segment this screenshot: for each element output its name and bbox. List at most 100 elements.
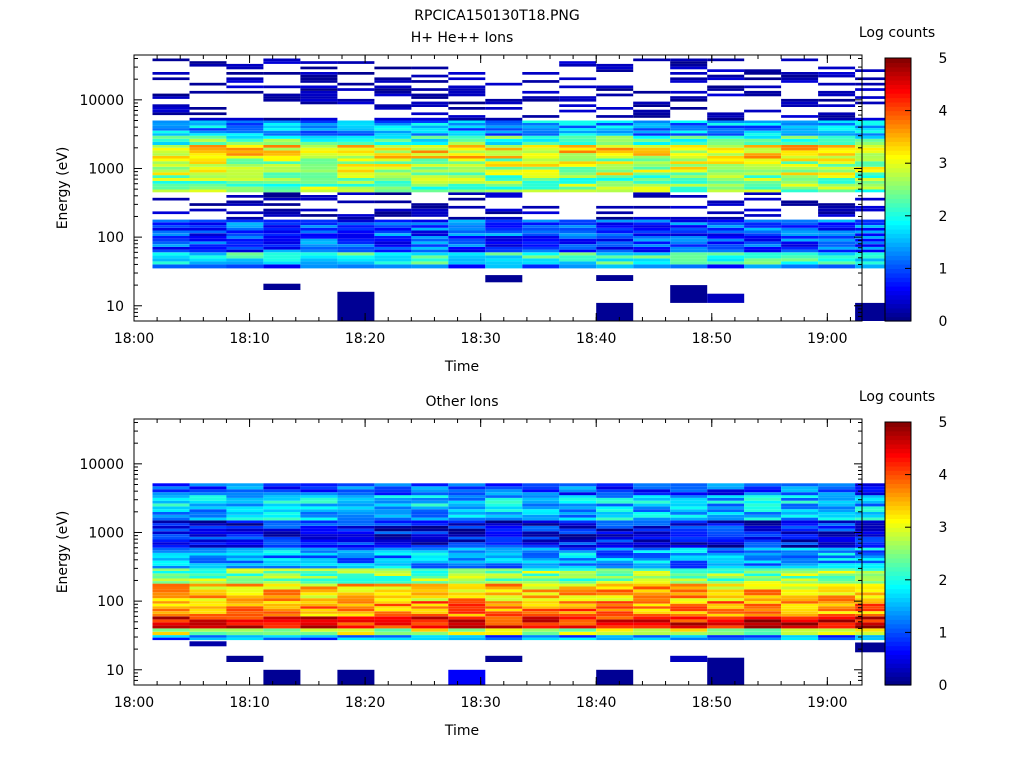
- heatmap-cell: [448, 622, 486, 626]
- colorbar-label: Log counts: [859, 389, 935, 405]
- colorbar-swatch: [885, 316, 911, 322]
- heatmap-cell: [855, 552, 893, 556]
- heatmap-cell: [744, 125, 782, 129]
- heatmap-cell: [226, 520, 264, 524]
- heatmap-cell: [263, 153, 301, 156]
- heatmap-cell: [300, 96, 338, 99]
- heatmap-cell: [448, 252, 486, 256]
- heatmap-cell: [485, 506, 523, 510]
- heatmap-cell: [448, 233, 486, 236]
- heatmap-cell: [411, 608, 449, 612]
- heatmap-cell: [781, 619, 819, 623]
- heatmap-cell: [189, 178, 227, 181]
- heatmap-cell: [670, 613, 708, 617]
- heatmap-cell: [707, 637, 745, 641]
- heatmap-cell: [374, 175, 412, 178]
- heatmap-cell: [300, 227, 338, 231]
- heatmap-cell: [300, 66, 338, 70]
- heatmap-cell: [633, 205, 671, 209]
- heatmap-cell: [152, 506, 190, 510]
- heatmap-cell: [411, 164, 449, 167]
- heatmap-cell: [300, 138, 338, 142]
- heatmap-cell: [818, 178, 856, 181]
- heatmap-cell: [522, 613, 560, 617]
- heatmap-cell: [855, 258, 893, 262]
- heatmap-cell: [818, 598, 856, 602]
- heatmap-cell: [818, 613, 856, 617]
- heatmap-cell: [670, 595, 708, 599]
- heatmap-cell: [559, 637, 597, 641]
- heatmap-cell: [559, 536, 597, 540]
- heatmap-cell: [855, 208, 893, 212]
- heatmap-cell: [522, 514, 560, 518]
- heatmap-cell: [707, 225, 745, 228]
- heatmap-cell: [818, 611, 856, 614]
- heatmap-cell: [152, 547, 190, 551]
- heatmap-cell: [522, 619, 560, 623]
- heatmap-cell: [781, 598, 819, 602]
- heatmap-cell: [744, 534, 782, 537]
- heatmap-cell: [226, 158, 264, 162]
- heatmap-cell: [448, 145, 486, 148]
- heatmap-cell: [633, 264, 671, 269]
- heatmap-cell: [670, 492, 708, 496]
- heatmap-cell: [152, 141, 190, 145]
- heatmap-cell: [818, 255, 856, 259]
- colorbar-swatch: [885, 514, 911, 519]
- heatmap-cell: [596, 503, 634, 507]
- heatmap-cell: [337, 233, 375, 236]
- heatmap-cell: [744, 252, 782, 256]
- heatmap-cell: [226, 138, 264, 142]
- heatmap-cell: [744, 169, 782, 173]
- heatmap-cell: [522, 130, 560, 134]
- heatmap-cell: [263, 180, 301, 184]
- heatmap-cell: [226, 120, 264, 123]
- heatmap-cell: [818, 233, 856, 236]
- heatmap-cell: [633, 169, 671, 173]
- heatmap-cell: [485, 547, 523, 551]
- heatmap-cell: [670, 486, 708, 490]
- x-tick-label: 18:10: [229, 695, 269, 711]
- heatmap-cell: [485, 216, 523, 220]
- heatmap-cell: [818, 635, 856, 638]
- heatmap-cell: [485, 169, 523, 173]
- heatmap-cell: [485, 592, 523, 596]
- heatmap-cell: [226, 536, 264, 540]
- heatmap-cell: [263, 497, 301, 501]
- heatmap-cell: [559, 589, 597, 593]
- heatmap-cell: [855, 155, 893, 159]
- y-tick-label: 10: [106, 663, 124, 679]
- heatmap-cell: [707, 611, 745, 614]
- heatmap-cell: [818, 578, 856, 581]
- heatmap-cell: [818, 517, 856, 521]
- heatmap-cell: [300, 563, 338, 566]
- heatmap-cell: [300, 576, 338, 579]
- heatmap-cell: [300, 598, 338, 602]
- heatmap-cell: [374, 138, 412, 142]
- heatmap-cell: [374, 125, 412, 129]
- heatmap-cell: [263, 172, 301, 176]
- colorbar-swatch: [885, 106, 911, 112]
- heatmap-cell: [152, 523, 190, 526]
- heatmap-cell: [855, 616, 893, 620]
- heatmap-cell: [596, 573, 634, 576]
- heatmap-cell: [670, 90, 708, 94]
- heatmap-cell: [707, 506, 745, 510]
- heatmap-cell: [374, 128, 412, 131]
- heatmap-cell: [411, 506, 449, 510]
- heatmap-cell: [596, 93, 634, 97]
- heatmap-cell: [633, 539, 671, 543]
- heatmap-cell: [263, 150, 301, 154]
- heatmap-cell: [596, 63, 634, 67]
- heatmap-cell: [300, 164, 338, 167]
- heatmap-cell: [300, 573, 338, 576]
- heatmap-cell: [633, 155, 671, 159]
- heatmap-cell: [226, 489, 264, 493]
- heatmap-cell: [152, 528, 190, 532]
- heatmap-cell: [744, 531, 782, 534]
- colorbar-swatch: [885, 255, 911, 261]
- heatmap-cell: [707, 589, 745, 593]
- heatmap-cell: [818, 172, 856, 176]
- heatmap-cell: [522, 606, 560, 609]
- heatmap-cell: [374, 560, 412, 564]
